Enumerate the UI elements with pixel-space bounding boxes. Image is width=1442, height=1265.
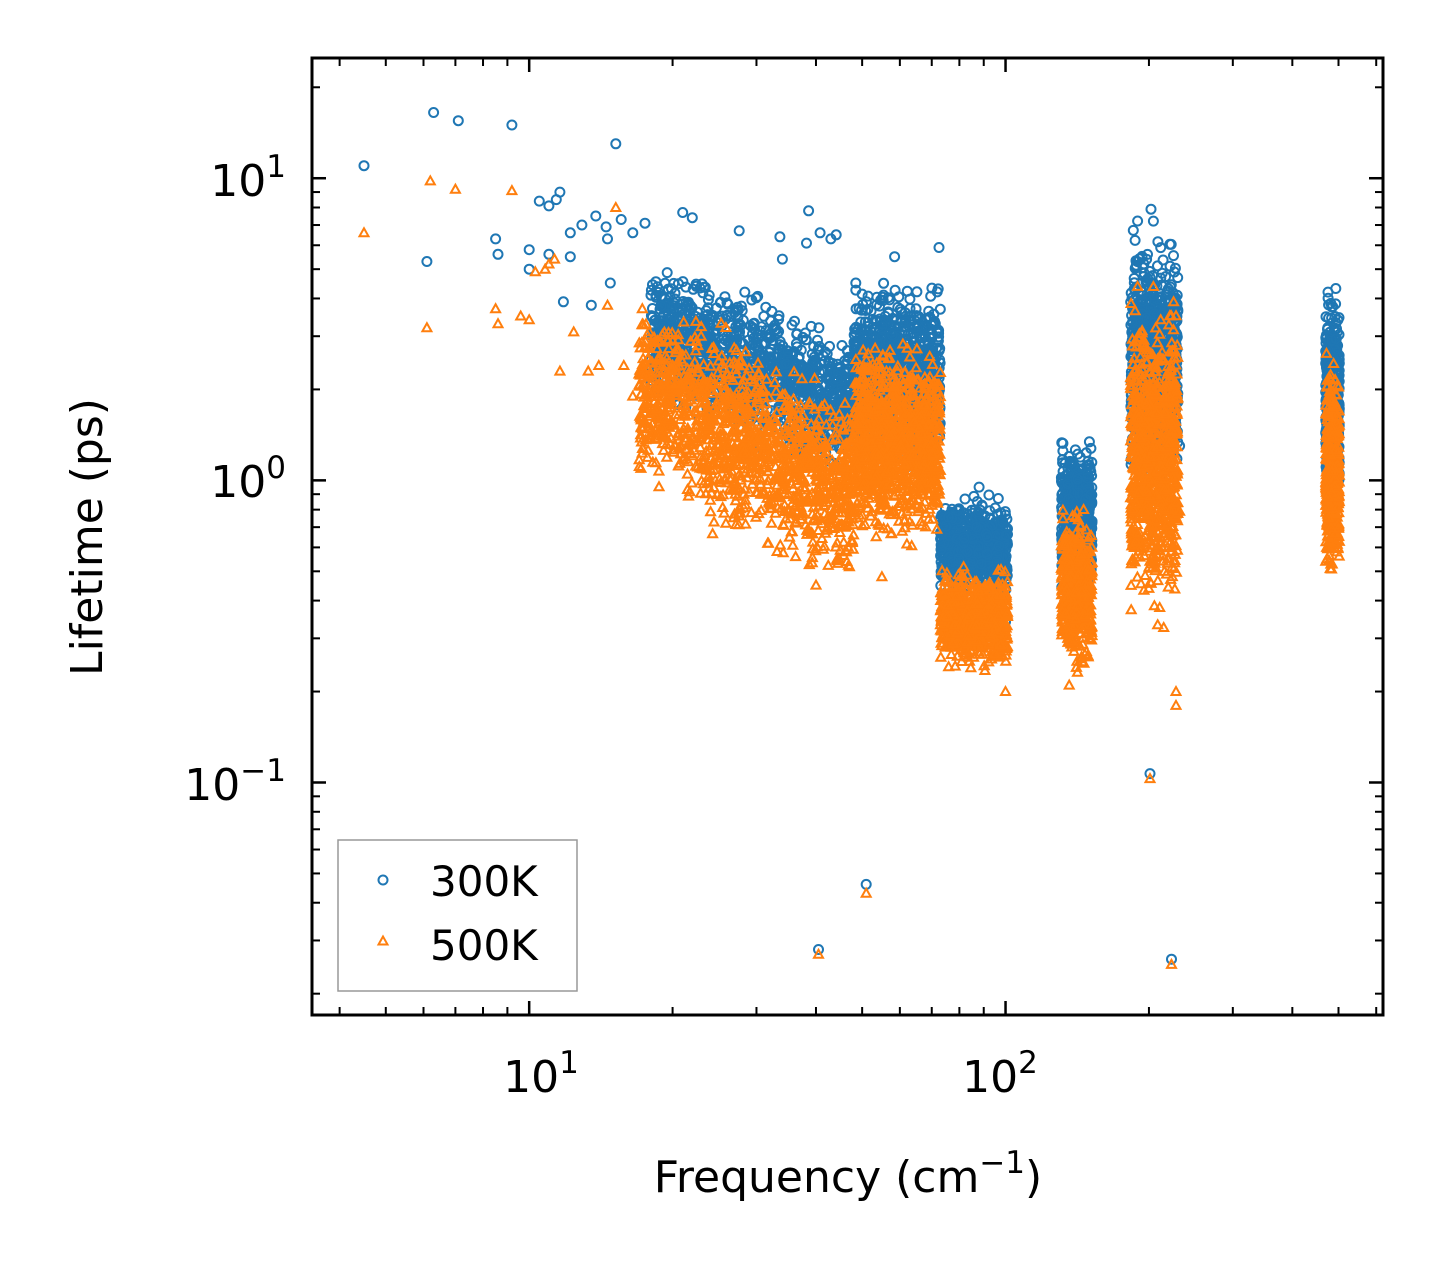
data-point-300K xyxy=(805,320,817,332)
data-point-300K xyxy=(813,322,825,334)
data-point-300K xyxy=(702,294,714,306)
data-point-300K xyxy=(836,340,848,351)
data-point-300K xyxy=(661,267,673,279)
data-point-300K xyxy=(758,310,770,322)
data-point-300K xyxy=(786,319,798,331)
data-point-300K xyxy=(739,286,751,298)
data-series-layer xyxy=(357,107,1346,969)
data-point-300K xyxy=(799,327,811,339)
data-point-300K xyxy=(680,281,692,293)
